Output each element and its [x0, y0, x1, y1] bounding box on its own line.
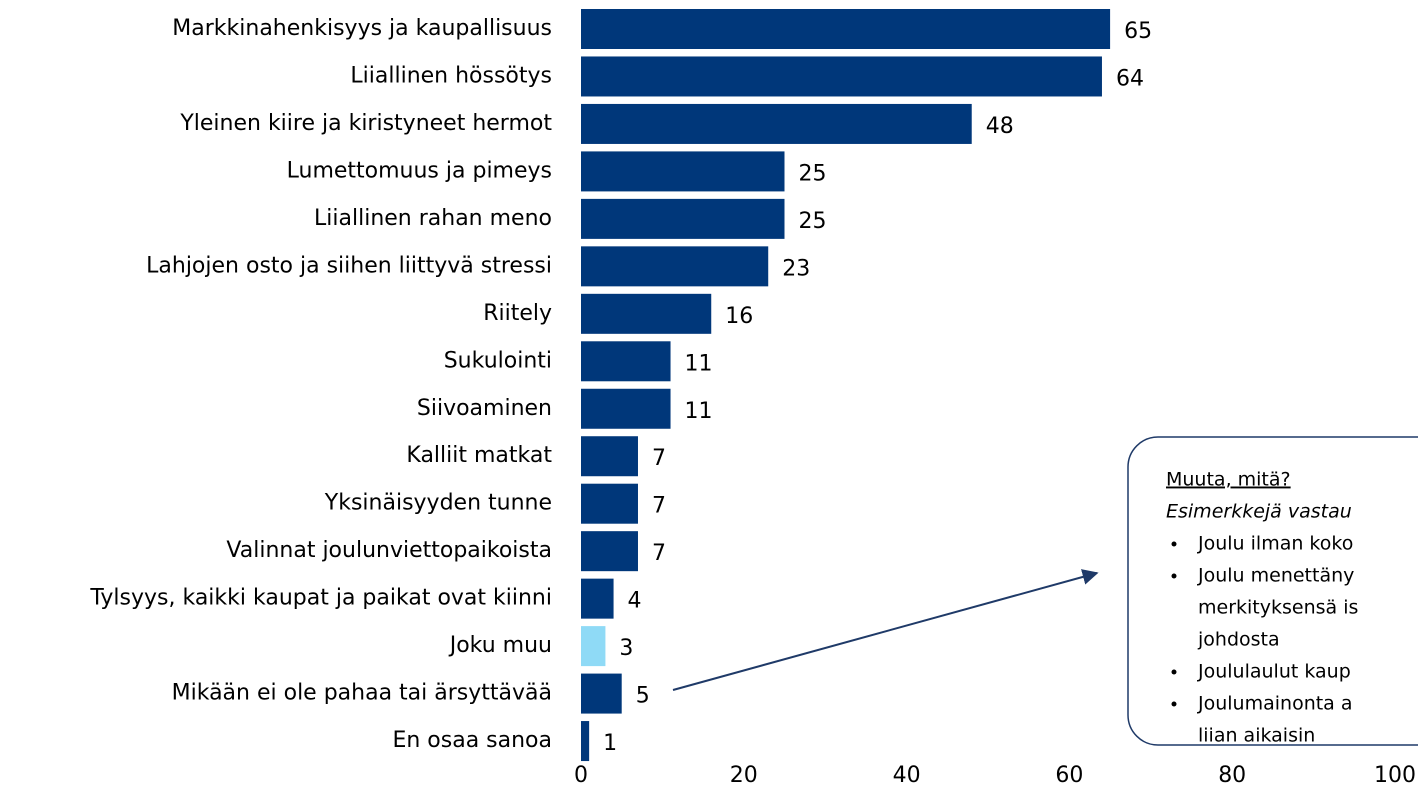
- category-label: Kalliit matkat: [406, 443, 552, 468]
- annotation-arrow: [672, 569, 1099, 691]
- value-label: 11: [685, 399, 713, 424]
- bar: [581, 721, 590, 762]
- value-label: 3: [619, 636, 633, 661]
- annotation-item: Joulu ilman koko: [1197, 533, 1353, 555]
- category-label: Joku muu: [448, 633, 552, 658]
- bar: [581, 151, 785, 192]
- bar: [581, 341, 671, 382]
- category-label: Mikään ei ole pahaa tai ärsyttävää: [172, 681, 552, 706]
- value-label: 25: [799, 161, 827, 186]
- value-label: 11: [685, 351, 713, 376]
- bullet: [1171, 701, 1177, 707]
- bullet: [1171, 573, 1177, 579]
- bar: [581, 436, 638, 477]
- category-label: Tylsyys, kaikki kaupat ja paikat ovat ki…: [89, 586, 552, 611]
- annotation-subtitle: Esimerkkejä vastau: [1166, 501, 1352, 523]
- bar: [581, 293, 712, 334]
- category-label: Valinnat joulunviettopaikoista: [226, 538, 552, 563]
- bar: [581, 103, 972, 144]
- value-label: 65: [1124, 19, 1152, 44]
- value-label: 16: [725, 304, 753, 329]
- value-label: 64: [1116, 66, 1144, 91]
- category-label: Yleinen kiire ja kiristyneet hermot: [179, 111, 552, 136]
- x-tick-label: 40: [893, 763, 921, 788]
- annotation-item: liian aikaisin: [1198, 725, 1315, 747]
- value-label: 23: [782, 256, 810, 281]
- annotation-item: Joulumainonta a: [1197, 693, 1353, 715]
- annotation-item: merkityksensä is: [1198, 597, 1358, 619]
- category-label: Liiallinen hössötys: [350, 63, 552, 88]
- annotation-title: Muuta, mitä?: [1166, 469, 1291, 491]
- x-tick-label: 60: [1055, 763, 1083, 788]
- bullet: [1171, 541, 1177, 547]
- category-label: Sukulointi: [444, 348, 552, 373]
- bar: [581, 531, 638, 572]
- bar: [581, 578, 614, 619]
- annotation-box: [1127, 436, 1418, 746]
- bar: [581, 56, 1102, 97]
- value-label: 4: [628, 589, 642, 614]
- x-tick-label: 80: [1218, 763, 1246, 788]
- value-label: 7: [652, 541, 666, 566]
- bar: [581, 483, 638, 524]
- value-label: 1: [603, 731, 617, 756]
- category-label: Yksinäisyyden tunne: [324, 491, 552, 516]
- bar: [581, 673, 622, 714]
- annotation-item: johdosta: [1197, 629, 1280, 651]
- bar: [581, 198, 785, 239]
- category-label: Lumettomuus ja pimeys: [287, 158, 552, 183]
- bar: [581, 626, 606, 667]
- category-label: Riitely: [483, 301, 552, 326]
- value-label: 5: [636, 684, 650, 709]
- category-label: Markkinahenkisyys ja kaupallisuus: [172, 16, 552, 41]
- value-label: 7: [652, 494, 666, 519]
- value-label: 7: [652, 446, 666, 471]
- category-label: Liiallinen rahan meno: [314, 206, 552, 231]
- x-tick-label: 0: [574, 763, 588, 788]
- category-label: Lahjojen osto ja siihen liittyvä stressi: [146, 253, 552, 278]
- annotation-item: Joululaulut kaup: [1197, 661, 1351, 683]
- value-label: 25: [799, 209, 827, 234]
- bar: [581, 9, 1111, 49]
- category-label: Siivoaminen: [417, 396, 552, 421]
- category-label: En osaa sanoa: [392, 728, 552, 753]
- annotation-item: Joulu menettäny: [1197, 565, 1354, 587]
- bar: [581, 388, 671, 429]
- x-tick-label: 20: [730, 763, 758, 788]
- bullet: [1171, 669, 1177, 675]
- bar: [581, 246, 769, 287]
- x-tick-label: 100: [1374, 763, 1416, 788]
- value-label: 48: [986, 114, 1014, 139]
